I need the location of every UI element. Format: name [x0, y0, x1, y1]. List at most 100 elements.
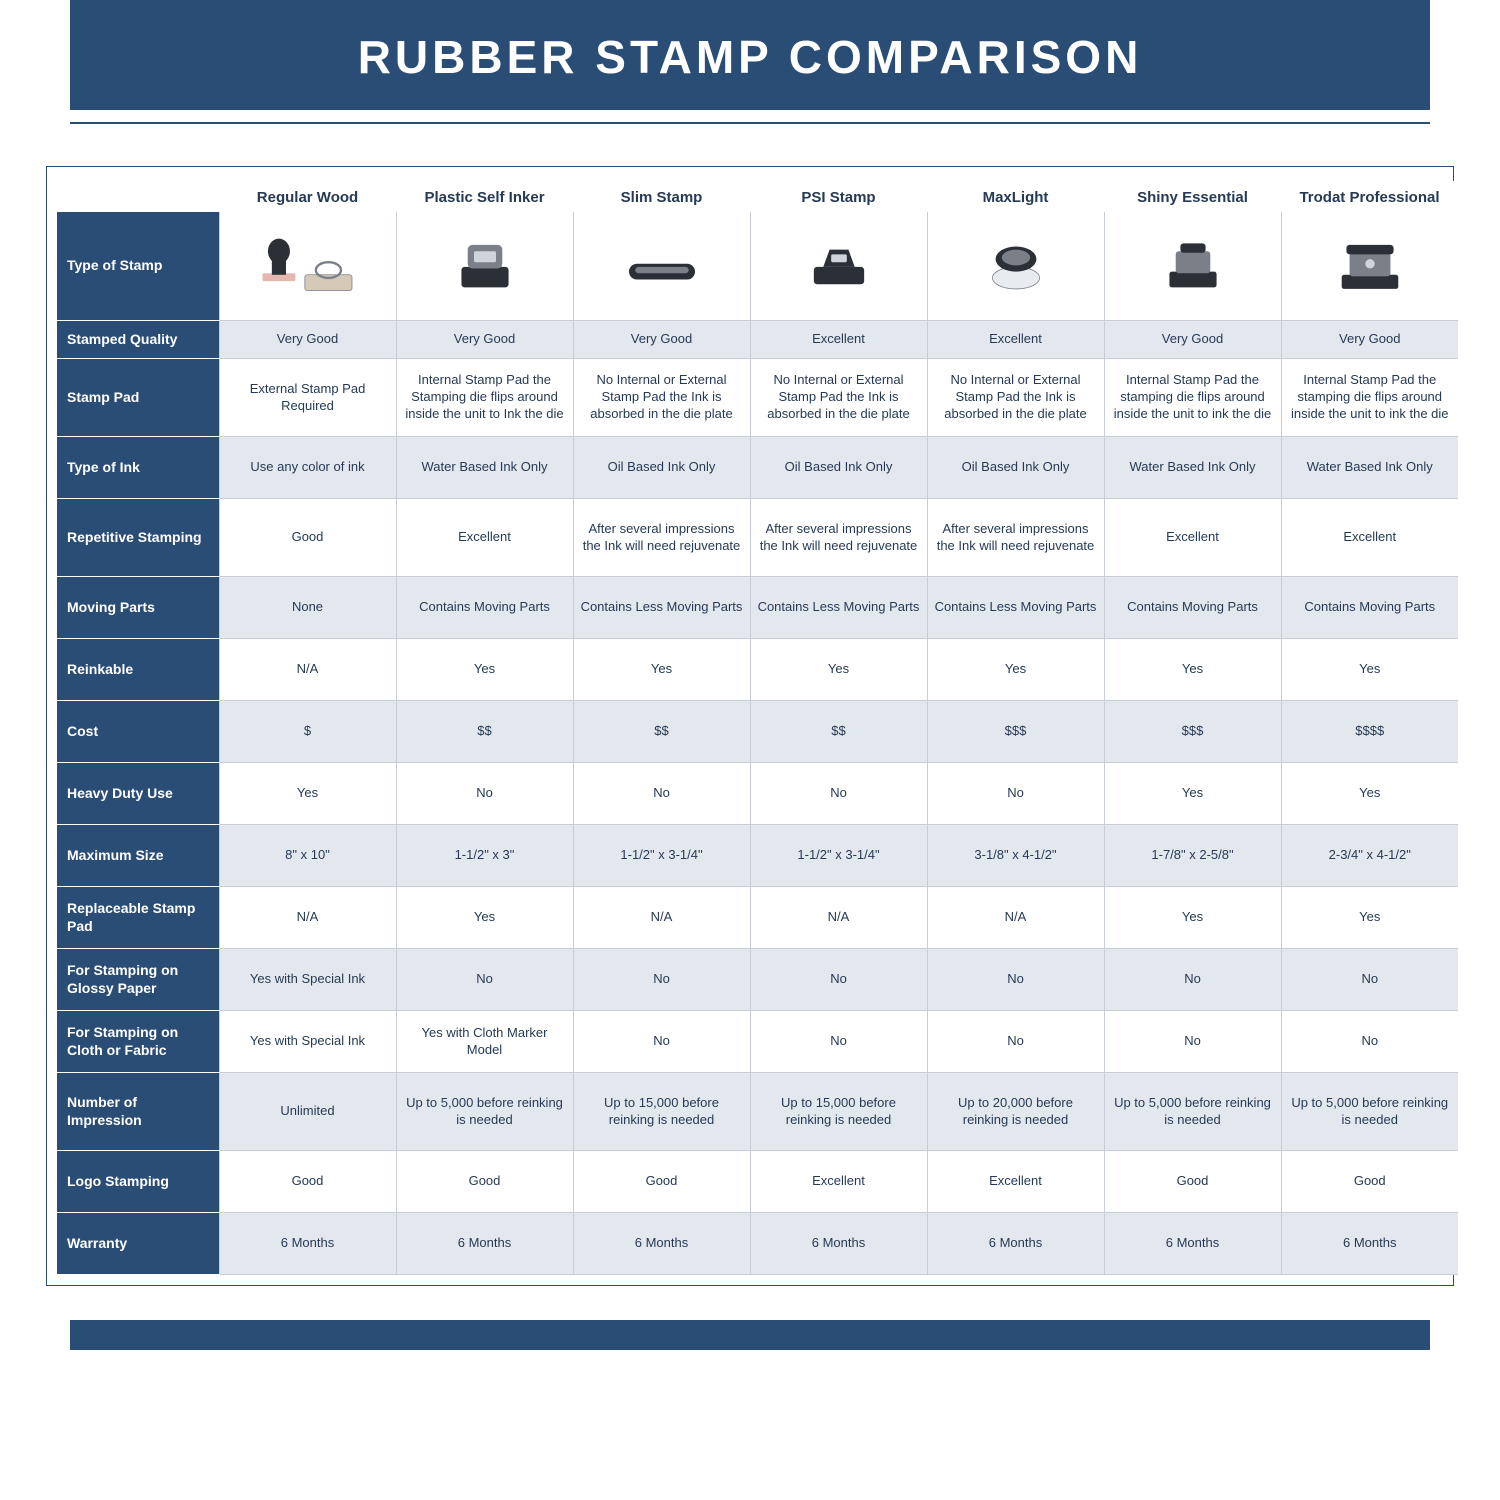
cell: Oil Based Ink Only — [927, 437, 1104, 499]
table-row: Type of InkUse any color of inkWater Bas… — [57, 437, 1458, 499]
table-row: Type of Stamp — [57, 212, 1458, 320]
cell: Excellent — [750, 1151, 927, 1213]
cell — [396, 212, 573, 320]
cell: Water Based Ink Only — [1104, 437, 1281, 499]
cell: Excellent — [750, 320, 927, 359]
cell: Yes — [396, 887, 573, 949]
table-row: Number of ImpressionUnlimitedUp to 5,000… — [57, 1073, 1458, 1151]
cell: Yes — [1281, 639, 1458, 701]
col-head-2: Slim Stamp — [573, 181, 750, 212]
cell: N/A — [927, 887, 1104, 949]
row-label: Cost — [57, 701, 219, 763]
cell: Good — [1281, 1151, 1458, 1213]
cell: Oil Based Ink Only — [750, 437, 927, 499]
cell: N/A — [573, 887, 750, 949]
cell — [219, 212, 396, 320]
cell: N/A — [750, 887, 927, 949]
col-head-1: Plastic Self Inker — [396, 181, 573, 212]
maxlight-stamp-icon — [961, 287, 1071, 302]
cell: No — [573, 1011, 750, 1073]
cell: $$$ — [927, 701, 1104, 763]
cell: 6 Months — [396, 1213, 573, 1275]
cell: No Internal or External Stamp Pad the In… — [573, 359, 750, 437]
cell: No — [750, 763, 927, 825]
col-head-4: MaxLight — [927, 181, 1104, 212]
comparison-table-wrap: Regular Wood Plastic Self Inker Slim Sta… — [46, 166, 1454, 1286]
cell: $$ — [396, 701, 573, 763]
cell: 6 Months — [1281, 1213, 1458, 1275]
cell: No — [1281, 949, 1458, 1011]
row-label: Reinkable — [57, 639, 219, 701]
row-label: Moving Parts — [57, 577, 219, 639]
table-row: Logo StampingGoodGoodGoodExcellentExcell… — [57, 1151, 1458, 1213]
table-row: For Stamping on Glossy PaperYes with Spe… — [57, 949, 1458, 1011]
cell: No — [927, 1011, 1104, 1073]
cell: Internal Stamp Pad the Stamping die flip… — [396, 359, 573, 437]
cell — [1104, 212, 1281, 320]
row-label: Heavy Duty Use — [57, 763, 219, 825]
cell: After several impressions the Ink will n… — [927, 499, 1104, 577]
cell: Excellent — [396, 499, 573, 577]
cell: 6 Months — [219, 1213, 396, 1275]
cell: $$$ — [1104, 701, 1281, 763]
cell: $$ — [573, 701, 750, 763]
cell: N/A — [219, 887, 396, 949]
table-row: Stamp PadExternal Stamp Pad RequiredInte… — [57, 359, 1458, 437]
row-label: Maximum Size — [57, 825, 219, 887]
cell: Yes — [927, 639, 1104, 701]
row-label: Number of Impression — [57, 1073, 219, 1151]
cell: Yes — [219, 763, 396, 825]
cell: 8" x 10" — [219, 825, 396, 887]
title-band: RUBBER STAMP COMPARISON — [70, 0, 1430, 110]
cell: Up to 5,000 before reinking is needed — [396, 1073, 573, 1151]
cell: After several impressions the Ink will n… — [750, 499, 927, 577]
cell: External Stamp Pad Required — [219, 359, 396, 437]
table-row: Warranty6 Months6 Months6 Months6 Months… — [57, 1213, 1458, 1275]
cell: $$ — [750, 701, 927, 763]
cell: Good — [396, 1151, 573, 1213]
cell: Yes with Cloth Marker Model — [396, 1011, 573, 1073]
cell: Internal Stamp Pad the stamping die flip… — [1104, 359, 1281, 437]
cell — [750, 212, 927, 320]
cell: 1-1/2" x 3-1/4" — [750, 825, 927, 887]
cell: N/A — [219, 639, 396, 701]
cell: $$$$ — [1281, 701, 1458, 763]
cell: No — [573, 763, 750, 825]
cell: Contains Moving Parts — [1281, 577, 1458, 639]
cell: None — [219, 577, 396, 639]
cell: Contains Moving Parts — [396, 577, 573, 639]
cell: $ — [219, 701, 396, 763]
cell: 1-1/2" x 3-1/4" — [573, 825, 750, 887]
table-row: Stamped QualityVery GoodVery GoodVery Go… — [57, 320, 1458, 359]
table-row: For Stamping on Cloth or FabricYes with … — [57, 1011, 1458, 1073]
cell: Contains Less Moving Parts — [750, 577, 927, 639]
cell: Yes with Special Ink — [219, 1011, 396, 1073]
table-row: Maximum Size8" x 10"1-1/2" x 3"1-1/2" x … — [57, 825, 1458, 887]
corner-cell — [57, 181, 219, 212]
header-row: Regular Wood Plastic Self Inker Slim Sta… — [57, 181, 1458, 212]
row-label: Type of Stamp — [57, 212, 219, 320]
cell: 1-7/8" x 2-5/8" — [1104, 825, 1281, 887]
comparison-table: Regular Wood Plastic Self Inker Slim Sta… — [57, 181, 1458, 1275]
cell — [927, 212, 1104, 320]
cell: Yes — [1104, 639, 1281, 701]
slim-stamp-icon — [607, 287, 717, 302]
table-row: ReinkableN/AYesYesYesYesYesYes — [57, 639, 1458, 701]
row-label: For Stamping on Glossy Paper — [57, 949, 219, 1011]
cell: Unlimited — [219, 1073, 396, 1151]
wood-stamp-icon — [253, 287, 363, 302]
page-title: RUBBER STAMP COMPARISON — [70, 30, 1430, 84]
cell: No — [750, 1011, 927, 1073]
cell: 2-3/4" x 4-1/2" — [1281, 825, 1458, 887]
cell: 6 Months — [750, 1213, 927, 1275]
cell: 6 Months — [1104, 1213, 1281, 1275]
cell: Good — [219, 499, 396, 577]
cell: Contains Moving Parts — [1104, 577, 1281, 639]
cell: 1-1/2" x 3" — [396, 825, 573, 887]
cell: No — [927, 763, 1104, 825]
shiny-stamp-icon — [1138, 287, 1248, 302]
cell: No Internal or External Stamp Pad the In… — [750, 359, 927, 437]
cell: After several impressions the Ink will n… — [573, 499, 750, 577]
cell: Yes — [1281, 887, 1458, 949]
cell: Good — [1104, 1151, 1281, 1213]
